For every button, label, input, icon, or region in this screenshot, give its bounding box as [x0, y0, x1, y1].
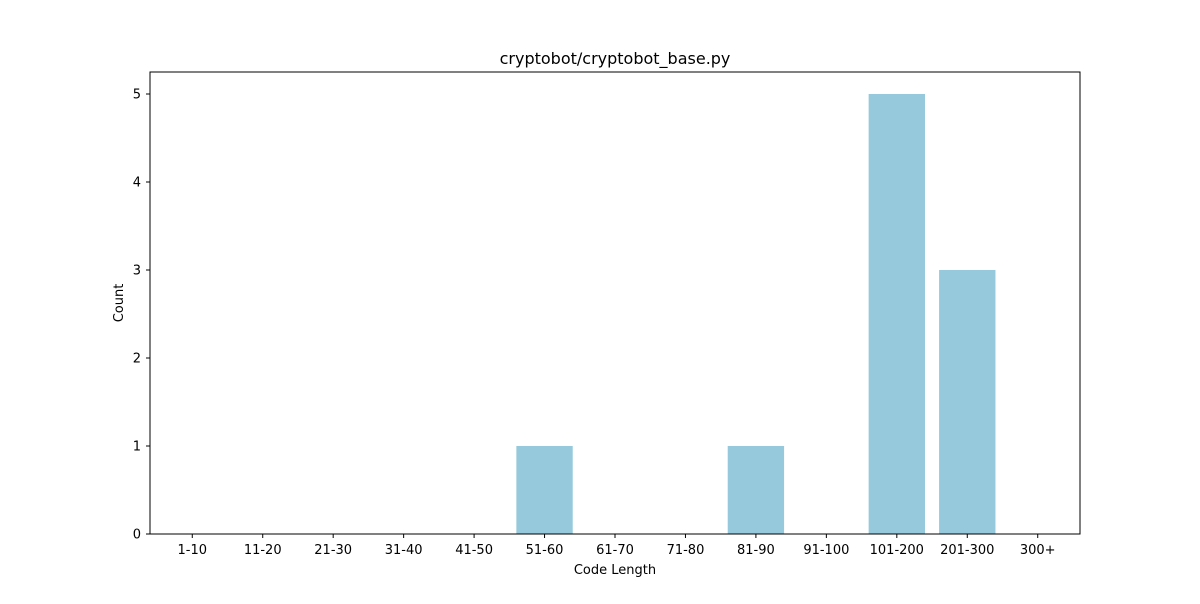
y-tick-label: 1 — [133, 440, 141, 455]
x-tick-label: 31-40 — [385, 543, 423, 558]
bar-51-60 — [516, 446, 573, 534]
axes-layer: 0 1 2 3 4 5 1-10 11-20 21-30 31-40 41-50 51-60 61-70… — [133, 71, 1081, 558]
x-tick-label: 21-30 — [314, 543, 352, 558]
x-tick-label: 71-80 — [667, 543, 705, 558]
x-tick-label: 51-60 — [526, 543, 564, 558]
y-tick-label: 2 — [133, 352, 141, 367]
x-tick-label: 91-100 — [803, 543, 849, 558]
x-axis-label: Code Length — [574, 563, 656, 578]
y-tick-label: 4 — [133, 176, 141, 191]
x-tick-label: 61-70 — [596, 543, 634, 558]
bar-101-200 — [868, 94, 925, 534]
y-tick-label: 3 — [133, 264, 141, 279]
bar-201-300 — [939, 270, 996, 534]
x-tick-label: 11-20 — [244, 543, 282, 558]
x-tick-label: 101-200 — [870, 543, 924, 558]
y-tick-label: 5 — [133, 88, 141, 103]
y-tick-label: 0 — [133, 528, 141, 543]
chart-title: cryptobot/cryptobot_base.py — [500, 49, 731, 69]
x-tick-label: 201-300 — [940, 543, 994, 558]
y-axis-label: Count — [112, 284, 127, 323]
bar-81-90 — [727, 446, 785, 534]
x-tick-label: 300+ — [1020, 543, 1056, 558]
x-tick-label: 41-50 — [455, 543, 493, 558]
x-tick-label: 1-10 — [178, 543, 208, 558]
x-tick-label: 81-90 — [737, 543, 775, 558]
bars-layer — [516, 94, 996, 534]
